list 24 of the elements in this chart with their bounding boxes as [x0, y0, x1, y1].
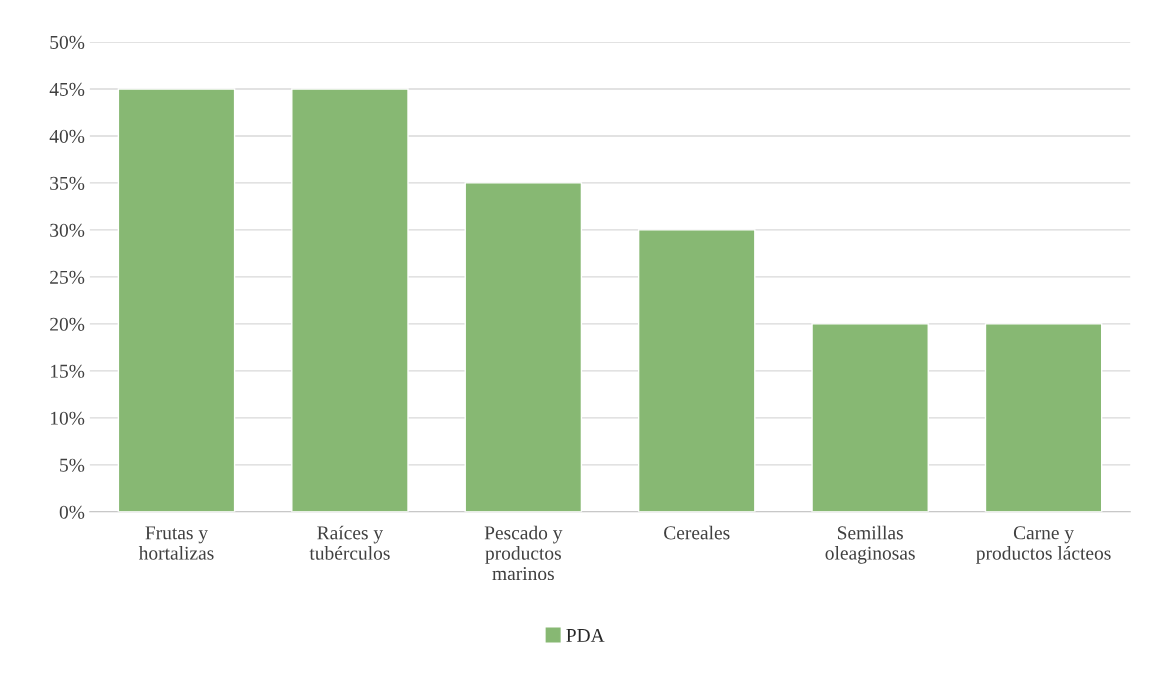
- x-tick-label: Frutas y hortalizas: [138, 526, 214, 560]
- y-tick-label: 25%: [50, 270, 85, 284]
- bar: [984, 323, 1103, 512]
- x-tick-label: Carne y productos lácteos: [976, 526, 1111, 564]
- y-tick-label: 0%: [59, 505, 85, 519]
- bar: [637, 229, 756, 512]
- legend-label: PDA: [566, 628, 605, 642]
- y-tick-label: 15%: [50, 364, 85, 378]
- x-tick-label: Semillas oleaginosas: [825, 525, 915, 564]
- bar: [464, 182, 583, 512]
- y-tick-label: 30%: [50, 223, 85, 237]
- y-tick-label: 35%: [50, 176, 85, 190]
- x-tick-label: Raíces y tubérculos: [309, 525, 390, 560]
- y-tick-label: 10%: [50, 411, 85, 425]
- bar: [117, 88, 236, 512]
- y-tick-label: 5%: [60, 458, 85, 472]
- y-tick-label: 45%: [49, 82, 85, 96]
- x-tick-label: Pescado y productos marinos: [484, 525, 563, 581]
- y-tick-label: 40%: [49, 129, 85, 143]
- y-tick-label: 50%: [50, 35, 85, 49]
- bar: [811, 323, 929, 512]
- bar: [291, 88, 409, 512]
- x-tick-label: Cereales: [664, 525, 730, 540]
- y-tick-label: 20%: [50, 317, 85, 331]
